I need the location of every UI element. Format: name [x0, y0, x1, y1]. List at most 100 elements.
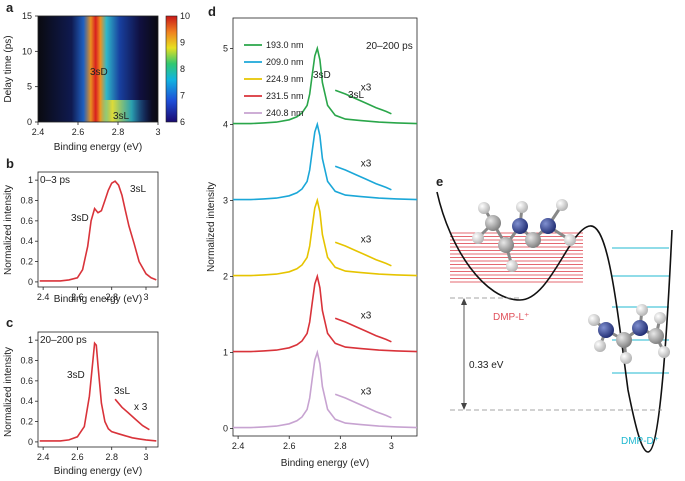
- d-scale-label: x3: [361, 234, 372, 245]
- panel-label-b: b: [6, 156, 14, 171]
- d-y-tick-label: 3: [223, 195, 228, 205]
- b-plot-y-tick-label: 0.8: [20, 195, 33, 205]
- a-y-tick-label: 15: [22, 11, 32, 21]
- atom-h: [556, 199, 568, 211]
- b-annotation-3sl: 3sL: [130, 184, 147, 195]
- b-plot-series-line: [39, 180, 157, 282]
- gap-arrow-head-down: [461, 403, 467, 410]
- a-x-axis-label: Binding energy (eV): [54, 142, 142, 153]
- heatmap-3sl-band: [38, 100, 158, 122]
- d-series-line: [233, 273, 418, 353]
- d-scaled-series-line: [334, 241, 392, 267]
- right-well-label: DMP-D⁺: [621, 436, 659, 447]
- d-series-line: [233, 121, 418, 201]
- atom-n: [598, 322, 614, 338]
- energy-gap-label: 0.33 eV: [469, 360, 504, 371]
- panel-label-d: d: [208, 4, 216, 19]
- d-annotation-3sl: 3sL: [348, 90, 365, 101]
- atom-h: [636, 304, 648, 316]
- c-plot-y-tick-label: 1: [28, 335, 33, 345]
- atom-h: [658, 346, 670, 358]
- d-legend-label: 193.0 nm: [266, 40, 304, 50]
- c-plot-y-tick-label: 0.6: [20, 376, 33, 386]
- c-plot-frame: [37, 331, 159, 448]
- d-y-tick-label: 0: [223, 423, 228, 433]
- d-x-tick-label: 2.8: [334, 441, 347, 451]
- d-legend-label: 240.8 nm: [266, 108, 304, 118]
- colorbar-tick-label: 9: [180, 38, 185, 48]
- c-annotation-3sl: 3sL: [114, 386, 131, 397]
- panel-label-a: a: [6, 0, 14, 15]
- panel-a-heatmap: 2.4 2.6 2.8 3 0 5 10 15 10 9 8 7 6 Binding energy (e…: [3, 11, 190, 153]
- atom-h: [516, 201, 528, 213]
- d-legend-label: 231.5 nm: [266, 91, 304, 101]
- d-scale-label: x3: [361, 158, 372, 169]
- c-plot-x-tick-label: 2.8: [105, 452, 118, 462]
- b-plot-y-tick-label: 1: [28, 175, 33, 185]
- atom-h: [654, 312, 666, 324]
- colorbar-tick-label: 7: [180, 91, 185, 101]
- d-x-tick-label: 2.4: [232, 441, 245, 451]
- d-scaled-series-line: [334, 89, 392, 115]
- atom-c: [498, 237, 514, 253]
- b-plot-x-tick-label: 2.4: [37, 292, 50, 302]
- panel-d-spectra: 2.4 2.6 2.8 3 0 1 2 3 4 5 x3 x3 x3 x3 x3 20–200 ps 193…: [206, 17, 418, 469]
- c-y-axis-label: Normalized intensity: [3, 347, 14, 437]
- panel-c-spectrum: 2.4 2.6 2.8 3 0 0.2 0.4 0.6 0.8 1 20–200 ps 3sD 3…: [3, 331, 159, 477]
- a-y-tick-label: 10: [22, 46, 32, 56]
- a-x-tick-label: 2.4: [32, 127, 45, 137]
- gap-arrow-head-up: [461, 298, 467, 305]
- colorbar: [165, 15, 178, 123]
- molecule-dmp-d: [588, 304, 670, 364]
- colorbar-tick-label: 6: [180, 117, 185, 127]
- d-scale-label: x3: [361, 386, 372, 397]
- d-frame: [232, 17, 418, 437]
- a-x-tick-label: 2.8: [112, 127, 125, 137]
- colorbar-tick-label: 10: [180, 11, 190, 21]
- heatmap-frame: [37, 15, 159, 123]
- c-plot-series-line: [39, 341, 157, 442]
- panel-label-e: e: [436, 174, 443, 189]
- a-annotation-3sd: 3sD: [90, 67, 108, 78]
- a-x-tick-label: 3: [155, 127, 160, 137]
- c-x-axis-label: Binding energy (eV): [54, 466, 142, 477]
- c-plot-y-tick-label: 0: [28, 437, 33, 447]
- b-plot-x-tick-label: 2.6: [71, 292, 84, 302]
- atom-c: [616, 332, 632, 348]
- d-legend-label: 209.0 nm: [266, 57, 304, 67]
- d-y-tick-label: 1: [223, 347, 228, 357]
- d-scaled-series-line: [334, 165, 392, 191]
- atom-n: [540, 218, 556, 234]
- c-annotation-3sd: 3sD: [67, 370, 85, 381]
- b-x-axis-label: Binding energy (eV): [54, 294, 142, 305]
- d-y-tick-label: 5: [223, 43, 228, 53]
- d-legend-label: 224.9 nm: [266, 74, 304, 84]
- panel-label-c: c: [6, 315, 13, 330]
- c-title: 20–200 ps: [40, 335, 87, 346]
- left-well-label: DMP-L⁺: [493, 312, 529, 323]
- atom-h: [472, 232, 484, 244]
- atom-c: [485, 215, 501, 231]
- d-x-tick-label: 3: [389, 441, 394, 451]
- panel-b-spectrum: 2.4 2.6 2.8 300.20.40.60.81 0–3 ps 3sD 3sL …: [3, 171, 159, 305]
- c-plot-x-tick-label: 2.4: [37, 452, 50, 462]
- d-scale-label: x3: [361, 82, 372, 93]
- d-series-line: [233, 349, 418, 429]
- b-plot-frame: [37, 171, 159, 288]
- b-plot-y-tick-label: 0: [28, 277, 33, 287]
- atom-h: [620, 352, 632, 364]
- b-y-axis-label: Normalized intensity: [3, 185, 14, 275]
- b-plot-y-tick-label: 0.4: [20, 236, 33, 246]
- c-plot-scaled-series-line: [114, 398, 150, 431]
- c-plot-y-tick-label: 0.2: [20, 417, 33, 427]
- b-plot-x-tick-label: 3: [143, 292, 148, 302]
- d-y-tick-label: 2: [223, 271, 228, 281]
- atom-n: [512, 218, 528, 234]
- molecule-dmp-l: [472, 199, 576, 272]
- colorbar-tick-label: 8: [180, 64, 185, 74]
- atom-c: [525, 232, 541, 248]
- a-y-tick-label: 0: [27, 117, 32, 127]
- atom-h: [588, 314, 600, 326]
- c-annotation-x3: x 3: [134, 402, 148, 413]
- left-well-levels: [450, 232, 583, 283]
